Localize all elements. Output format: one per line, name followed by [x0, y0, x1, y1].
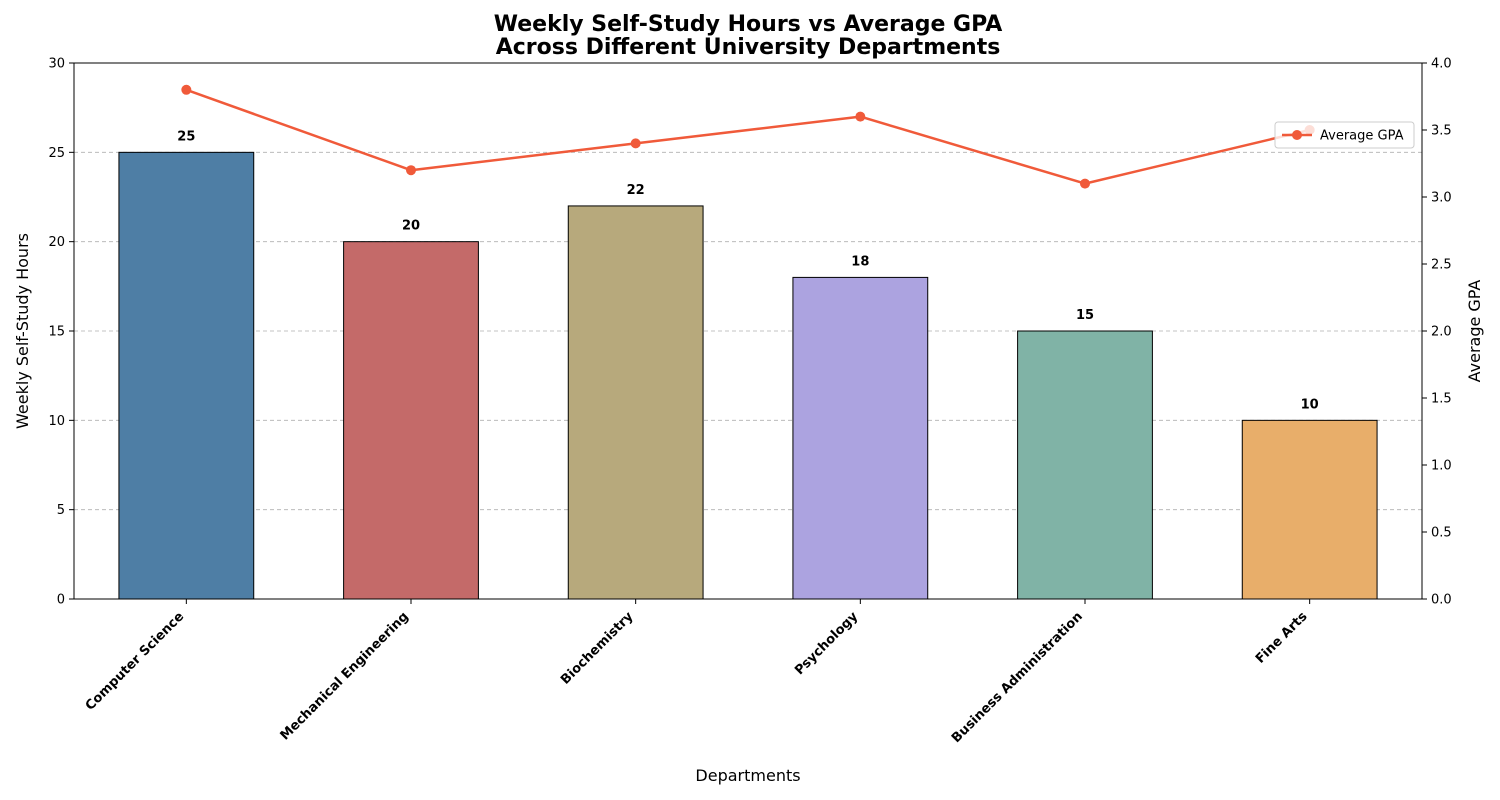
bar-value-label: 10 [1301, 397, 1319, 412]
gpa-point [1080, 178, 1090, 189]
y2-tick-label: 4.0 [1431, 57, 1452, 72]
category-label: Fine Arts [1253, 609, 1311, 667]
bar-value-label: 20 [402, 219, 420, 234]
y2-tick-label: 0.0 [1431, 593, 1452, 608]
bar-value-label: 15 [1076, 308, 1094, 323]
y-tick-label: 25 [48, 146, 65, 161]
gpa-point [181, 84, 192, 95]
y2-tick-label: 2.5 [1431, 258, 1452, 273]
category-label: Computer Science [83, 609, 188, 714]
grid-layer [74, 151, 1422, 511]
y2-tick-label: 1.0 [1431, 459, 1452, 474]
y2-tick-label: 0.5 [1431, 526, 1452, 541]
category-label: Biochemistry [558, 609, 637, 688]
category-label: Mechanical Engineering [278, 609, 412, 743]
gpa-point [630, 138, 641, 149]
bar-value-label: 22 [627, 183, 645, 198]
bar [343, 241, 479, 600]
x-axis-label: Departments [695, 766, 800, 785]
bar-value-label: 18 [851, 254, 869, 269]
gpa-point [855, 111, 866, 122]
bar-layer [118, 151, 1378, 600]
bar-value-label: 25 [177, 129, 195, 144]
y-tick-label: 15 [48, 325, 65, 340]
category-label: Psychology [792, 609, 861, 678]
gpa-point [406, 165, 416, 176]
gpa-line [185, 88, 1310, 185]
legend-box [1274, 121, 1415, 149]
y-tick-label: 20 [48, 235, 65, 250]
bar [792, 276, 929, 600]
y-tick-label: 0 [57, 593, 65, 608]
bar [567, 205, 704, 600]
category-label: Business Administration [949, 609, 1086, 746]
bar [118, 151, 255, 600]
legend-label: Average GPA [1320, 129, 1404, 144]
y2-tick-label: 1.5 [1431, 392, 1452, 407]
bar [1017, 330, 1153, 600]
y-axis-label: Weekly Self-Study Hours [13, 233, 32, 429]
legend: Average GPA [1274, 121, 1415, 149]
y-tick-label: 5 [57, 503, 65, 518]
y-tick-label: 10 [48, 414, 65, 429]
y2-tick-label: 3.5 [1431, 124, 1452, 139]
axis-layer: 0 5 10 15 20 25 30 0.0 0.5 1.0 1.5 2.0 2.5 3.0 3.5 4.0 C… [48, 57, 1451, 747]
chart-title-line-1: Weekly Self-Study Hours vs Average GPA [494, 12, 1003, 37]
y2-tick-label: 3.0 [1431, 191, 1452, 206]
label-layer: 25 20 22 18 15 10 [177, 129, 1318, 412]
y2-tick-label: 2.0 [1431, 325, 1452, 340]
y-tick-label: 30 [48, 57, 65, 72]
line-layer [181, 84, 1315, 189]
y2-axis-label: Average GPA [1465, 280, 1484, 383]
chart-title-line-2: Across Different University Departments [496, 35, 1001, 60]
bar [1241, 419, 1378, 600]
legend-marker-swatch [1292, 130, 1302, 140]
